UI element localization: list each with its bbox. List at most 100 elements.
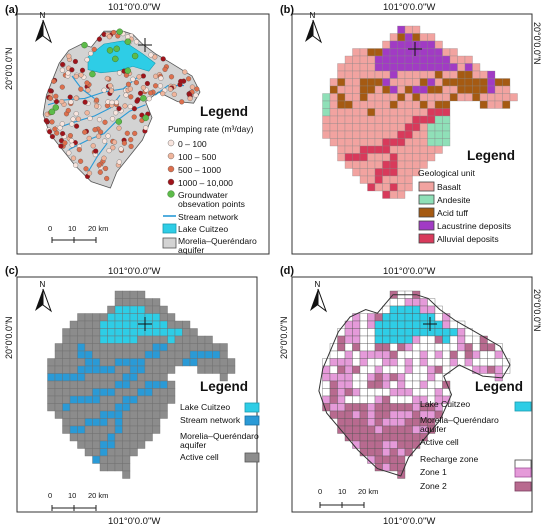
model-cell	[174, 328, 183, 337]
model-cell	[152, 350, 161, 359]
geology-cell	[329, 108, 338, 117]
recharge-cell	[419, 373, 428, 382]
model-cell	[197, 358, 206, 367]
model-cell	[137, 328, 146, 337]
model-cell	[47, 395, 56, 404]
geology-cell	[427, 70, 436, 79]
recharge-cell	[367, 433, 376, 442]
recharge-cell	[352, 425, 361, 434]
pumping-well	[152, 54, 158, 60]
pumping-well	[94, 103, 100, 109]
model-cell	[122, 328, 131, 337]
geology-cell	[352, 123, 361, 132]
geology-cell	[367, 175, 376, 184]
model-cell	[122, 298, 131, 307]
legend-stream-swatch	[244, 415, 260, 426]
geology-cell	[344, 93, 353, 102]
geology-cell	[397, 115, 406, 124]
recharge-cell	[494, 365, 503, 374]
recharge-cell	[397, 425, 406, 434]
scale-20: 20 km	[88, 491, 109, 500]
legend-aquifer-2: aquifer	[180, 440, 207, 450]
model-cell	[174, 343, 183, 352]
geology-cell	[427, 100, 436, 109]
model-cell	[152, 380, 161, 389]
model-cell	[122, 395, 131, 404]
model-cell	[114, 380, 123, 389]
model-cell	[69, 410, 78, 419]
scale-bar	[319, 502, 365, 508]
recharge-cell	[412, 395, 421, 404]
model-cell	[189, 335, 198, 344]
geology-cell	[352, 160, 361, 169]
geology-cell	[329, 138, 338, 147]
stream-line	[87, 142, 108, 173]
recharge-cell	[352, 433, 361, 442]
pumping-well	[87, 115, 93, 121]
model-cell	[122, 343, 131, 352]
model-cell	[77, 425, 86, 434]
geology-cell	[344, 145, 353, 154]
pumping-well	[69, 142, 75, 148]
recharge-cell	[344, 403, 353, 412]
model-cell	[99, 448, 108, 457]
geology-cell	[352, 55, 361, 64]
geology-cell	[442, 85, 451, 94]
recharge-cell	[367, 320, 376, 329]
recharge-cell	[397, 455, 406, 464]
geology-cell	[322, 93, 331, 102]
legend-unit-swatch	[418, 194, 435, 205]
model-cell	[47, 403, 56, 412]
model-cell	[69, 388, 78, 397]
geology-cell	[397, 183, 406, 192]
geology-cell	[487, 85, 496, 94]
recharge-cell	[352, 403, 361, 412]
pumping-well	[62, 140, 68, 146]
geology-cell	[457, 55, 466, 64]
model-cell	[77, 410, 86, 419]
recharge-cell	[344, 418, 353, 427]
recharge-cell	[434, 328, 443, 337]
model-cell	[99, 380, 108, 389]
model-cell	[114, 305, 123, 314]
model-cell	[47, 365, 56, 374]
model-cell	[114, 373, 123, 382]
pumping-well	[97, 169, 103, 175]
recharge-cell	[419, 358, 428, 367]
model-cell	[92, 313, 101, 322]
geology-cell	[352, 63, 361, 72]
recharge-cell	[359, 313, 368, 322]
recharge-cell	[404, 320, 413, 329]
model-cell	[144, 380, 153, 389]
model-cell	[152, 373, 161, 382]
pumping-well	[78, 72, 84, 78]
geology-cell	[382, 153, 391, 162]
model-cell	[212, 358, 221, 367]
pumping-well	[160, 56, 166, 62]
recharge-cell	[457, 335, 466, 344]
geology-cell	[389, 33, 398, 42]
pumping-well	[111, 139, 118, 145]
geology-cell	[419, 138, 428, 147]
recharge-cell	[367, 343, 376, 352]
geology-cell	[412, 40, 421, 49]
geology-cell	[359, 48, 368, 57]
geology-cell	[367, 48, 376, 57]
recharge-cell	[464, 358, 473, 367]
legend-pump-symbol	[167, 178, 175, 186]
geology-cell	[374, 153, 383, 162]
gw-observation-point	[52, 104, 59, 111]
pumping-well	[140, 73, 146, 79]
model-cell	[77, 328, 86, 337]
geology-cell	[337, 153, 346, 162]
model-cell	[77, 313, 86, 322]
model-cell	[77, 388, 86, 397]
model-cell	[62, 418, 71, 427]
geology-cell	[419, 153, 428, 162]
model-cell	[62, 425, 71, 434]
recharge-cell	[374, 388, 383, 397]
pumping-well	[67, 94, 73, 100]
recharge-cell	[367, 358, 376, 367]
pumping-well	[76, 147, 82, 153]
pumping-well	[60, 131, 66, 137]
